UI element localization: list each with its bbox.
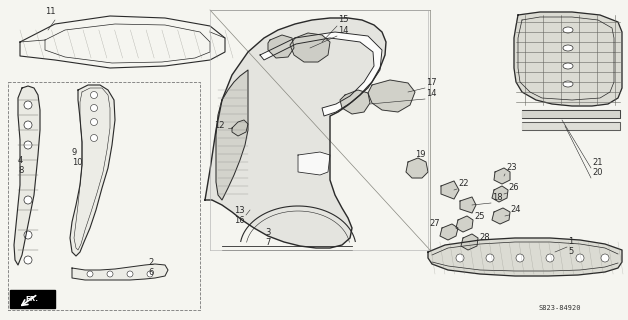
Polygon shape	[205, 18, 386, 248]
Text: 2: 2	[148, 258, 153, 267]
Text: 13: 13	[234, 206, 245, 215]
Polygon shape	[428, 238, 622, 276]
Ellipse shape	[563, 63, 573, 69]
Text: 23: 23	[506, 163, 517, 172]
Text: 5: 5	[568, 247, 573, 256]
Ellipse shape	[563, 27, 573, 33]
Circle shape	[90, 118, 97, 125]
Text: 12: 12	[215, 121, 225, 130]
Polygon shape	[340, 90, 370, 114]
Polygon shape	[494, 168, 510, 184]
Polygon shape	[70, 85, 115, 256]
Circle shape	[601, 254, 609, 262]
Polygon shape	[232, 120, 248, 136]
Circle shape	[24, 141, 32, 149]
Ellipse shape	[563, 45, 573, 51]
Circle shape	[90, 105, 97, 111]
Circle shape	[147, 271, 153, 277]
Text: 17: 17	[426, 78, 436, 87]
Circle shape	[546, 254, 554, 262]
Polygon shape	[456, 216, 473, 232]
Text: S823-84920: S823-84920	[539, 305, 582, 311]
Text: 21: 21	[592, 158, 602, 167]
Text: 3: 3	[265, 228, 271, 237]
Text: 16: 16	[234, 216, 245, 225]
Text: 26: 26	[508, 183, 519, 192]
Polygon shape	[72, 264, 168, 280]
Circle shape	[127, 271, 133, 277]
Circle shape	[87, 271, 93, 277]
Text: 10: 10	[72, 158, 82, 167]
Polygon shape	[14, 86, 40, 265]
Polygon shape	[298, 152, 330, 175]
Circle shape	[107, 271, 113, 277]
Circle shape	[24, 231, 32, 239]
Circle shape	[24, 196, 32, 204]
Text: 1: 1	[568, 237, 573, 246]
Polygon shape	[461, 234, 478, 250]
Polygon shape	[216, 70, 248, 200]
Text: 4: 4	[18, 156, 23, 165]
Polygon shape	[440, 224, 458, 240]
Circle shape	[456, 254, 464, 262]
Polygon shape	[522, 122, 620, 130]
Text: 7: 7	[265, 238, 271, 247]
Text: 22: 22	[458, 179, 468, 188]
Text: 15: 15	[338, 15, 349, 24]
Circle shape	[24, 121, 32, 129]
Polygon shape	[492, 208, 510, 224]
Text: 24: 24	[510, 205, 521, 214]
Polygon shape	[290, 33, 330, 62]
Circle shape	[486, 254, 494, 262]
Text: 19: 19	[415, 150, 426, 159]
Bar	[10, 290, 55, 308]
Polygon shape	[406, 158, 428, 178]
Circle shape	[576, 254, 584, 262]
Text: 18: 18	[492, 193, 502, 202]
Text: 28: 28	[479, 233, 490, 242]
Circle shape	[24, 256, 32, 264]
Polygon shape	[460, 197, 476, 213]
Text: 6: 6	[148, 268, 153, 277]
Circle shape	[24, 101, 32, 109]
Polygon shape	[441, 181, 459, 199]
Polygon shape	[522, 110, 620, 118]
Text: 8: 8	[18, 166, 23, 175]
Polygon shape	[260, 32, 382, 116]
Text: 11: 11	[45, 7, 55, 16]
Text: 14: 14	[426, 89, 436, 98]
Text: 27: 27	[430, 219, 440, 228]
Text: FR.: FR.	[26, 296, 38, 302]
Polygon shape	[514, 12, 622, 106]
Text: 20: 20	[592, 168, 602, 177]
Polygon shape	[268, 35, 294, 58]
Text: 14: 14	[338, 26, 349, 35]
Polygon shape	[492, 186, 508, 202]
Ellipse shape	[563, 81, 573, 87]
Text: 25: 25	[474, 212, 484, 221]
Circle shape	[90, 92, 97, 99]
Circle shape	[90, 134, 97, 141]
Circle shape	[516, 254, 524, 262]
Polygon shape	[368, 80, 415, 112]
Text: 9: 9	[72, 148, 77, 157]
